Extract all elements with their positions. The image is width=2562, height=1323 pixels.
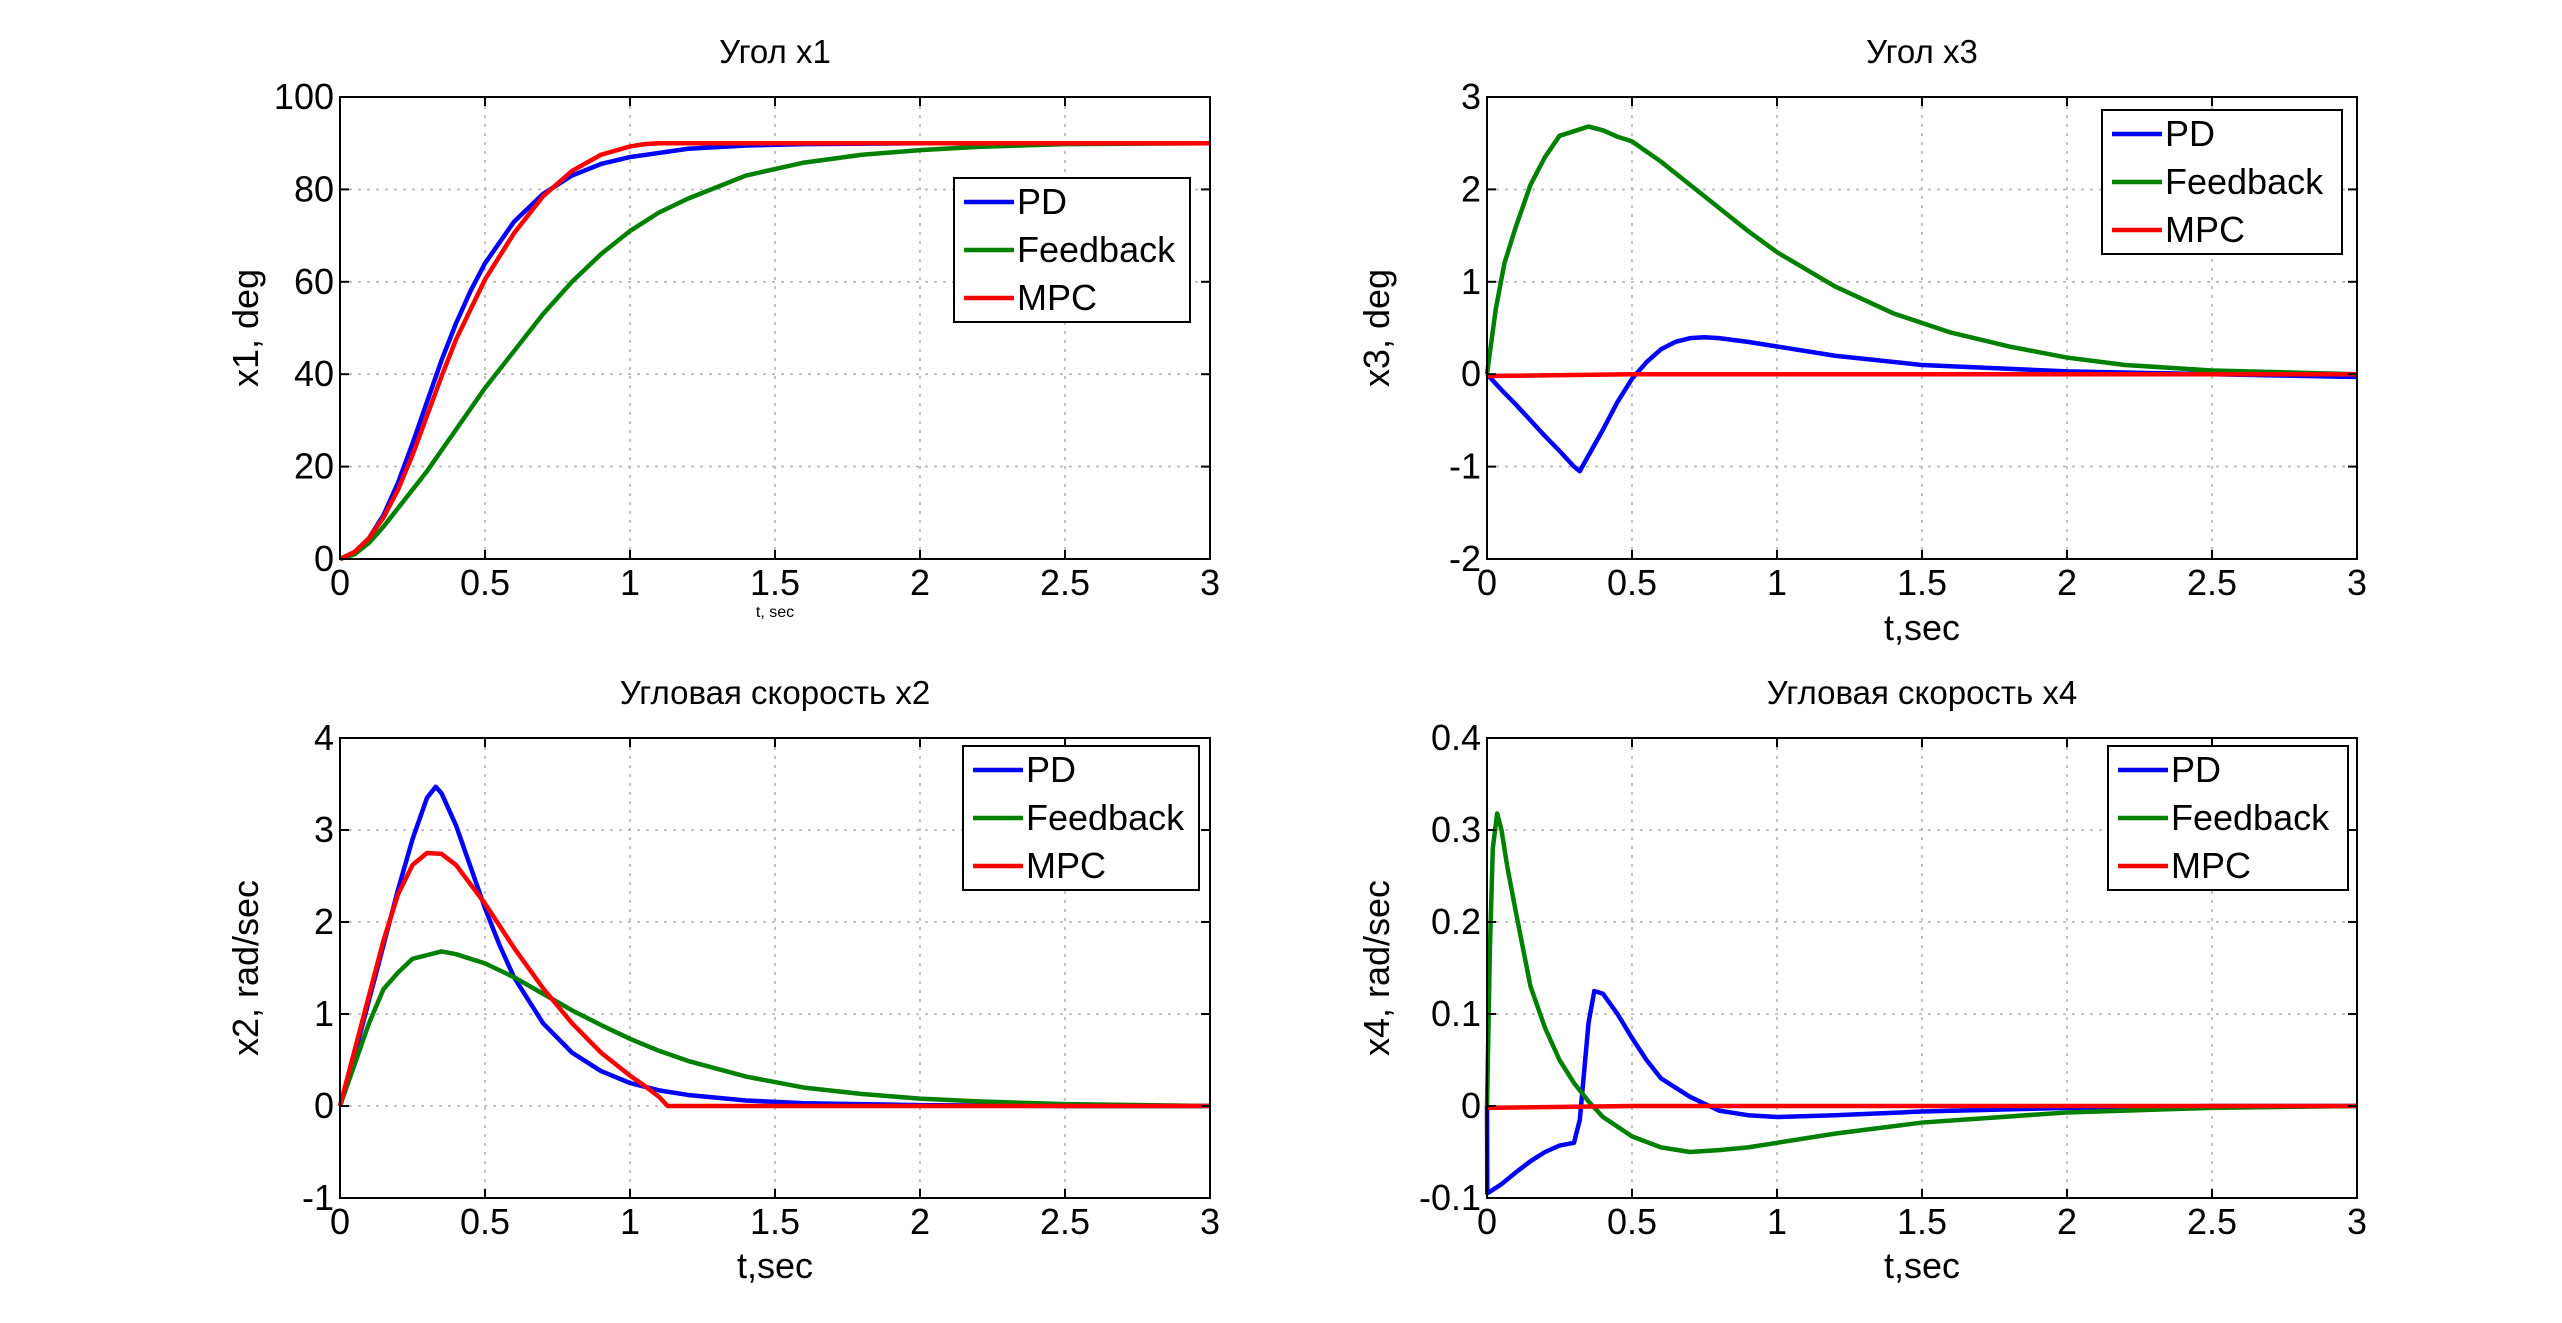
legend-label: Feedback	[1017, 229, 1176, 270]
x-tick-label: 1.5	[750, 562, 800, 603]
y-axis-label: x1, deg	[225, 269, 266, 387]
x-axis-label: t,sec	[1884, 1245, 1960, 1286]
x-tick-label: 1	[1767, 1201, 1787, 1242]
series-line-mpc	[1486, 371, 2357, 379]
y-tick-label: 0	[314, 1085, 334, 1126]
y-tick-label: 60	[294, 261, 334, 302]
x-tick-label: 0	[330, 1201, 350, 1242]
legend-label: PD	[2165, 113, 2215, 154]
x-tick-label: 3	[1200, 562, 1220, 603]
x-tick-label: 0	[1477, 562, 1497, 603]
y-tick-label: -1	[1449, 446, 1481, 487]
y-tick-label: 40	[294, 353, 334, 394]
legend-label: MPC	[2165, 209, 2245, 250]
x-axis-label: t,sec	[1884, 607, 1960, 648]
x-tick-label: 1.5	[750, 1201, 800, 1242]
y-tick-label: 2	[1461, 168, 1481, 209]
plot-area	[339, 96, 1211, 560]
y-tick-label: 1	[314, 993, 334, 1034]
series-line-mpc	[339, 140, 1210, 562]
y-tick-label: -2	[1449, 538, 1481, 579]
legend: PD Feedback MPC	[953, 177, 1191, 323]
x-tick-label: 2.5	[1040, 562, 1090, 603]
series-line-pd	[1484, 988, 2357, 1196]
legend-label: MPC	[1026, 845, 1106, 886]
y-tick-label: 0.4	[1431, 717, 1481, 758]
x-tick-label: 2	[910, 562, 930, 603]
x-axis-label: t,sec	[737, 1245, 813, 1286]
legend: PD Feedback MPC	[2107, 745, 2349, 891]
x-tick-label: 0.5	[460, 562, 510, 603]
legend: PD Feedback MPC	[2101, 109, 2343, 255]
legend-label: MPC	[2171, 845, 2251, 886]
legend-label: PD	[1017, 181, 1067, 222]
legend-label: PD	[2171, 749, 2221, 790]
x-tick-label: 0.5	[1607, 1201, 1657, 1242]
y-tick-label: 3	[314, 809, 334, 850]
x-tick-label: 2.5	[2187, 562, 2237, 603]
legend-label: Feedback	[1026, 797, 1185, 838]
x-tick-label: 2.5	[1040, 1201, 1090, 1242]
x-tick-label: 2	[2057, 562, 2077, 603]
y-tick-label: 0	[1461, 353, 1481, 394]
x-tick-label: 0	[1477, 1201, 1497, 1242]
legend-label: MPC	[1017, 277, 1097, 318]
legend: PD Feedback MPC	[962, 745, 1200, 891]
y-axis-label: x3, deg	[1356, 269, 1397, 387]
x-tick-label: 0	[330, 562, 350, 603]
legend-label: Feedback	[2165, 161, 2324, 202]
y-tick-label: 2	[314, 901, 334, 942]
y-tick-label: 0.1	[1431, 993, 1481, 1034]
x-tick-label: 1.5	[1897, 1201, 1947, 1242]
legend-label: Feedback	[2171, 797, 2330, 838]
y-tick-label: 20	[294, 446, 334, 487]
x-tick-label: 2	[2057, 1201, 2077, 1242]
series-line-mpc	[1486, 1103, 2357, 1111]
chart-title: Угол x1	[719, 33, 831, 70]
series-line-feedback	[339, 140, 1211, 562]
y-tick-label: 100	[274, 76, 334, 117]
y-tick-label: 80	[294, 168, 334, 209]
x-tick-label: 2.5	[2187, 1201, 2237, 1242]
y-tick-label: 0.3	[1431, 809, 1481, 850]
y-tick-label: 1	[1461, 261, 1481, 302]
legend-label: PD	[1026, 749, 1076, 790]
x-tick-label: 0.5	[460, 1201, 510, 1242]
x-axis-label: t, sec	[756, 604, 794, 621]
subplot-1: 0 0.5 1 1.5 2 2.5 3 0 20 40 60 80 100 Угол x1 t, sec x1…	[225, 33, 1220, 621]
subplot-2: 0 0.5 1 1.5 2 2.5 3 -2 -1 0 1 2 3 Угол x3 t,sec x3, deg…	[1356, 33, 2367, 648]
y-tick-label: 0	[314, 538, 334, 579]
x-tick-label: 3	[2347, 562, 2367, 603]
y-tick-label: -1	[302, 1177, 334, 1218]
y-axis-label: x4, rad/sec	[1356, 880, 1397, 1056]
x-tick-label: 1	[620, 1201, 640, 1242]
series-line-mpc	[337, 850, 1210, 1109]
x-tick-label: 3	[2347, 1201, 2367, 1242]
chart-title: Угловая скорость x4	[1767, 674, 2078, 711]
series-line-feedback	[1484, 811, 2358, 1155]
y-tick-label: 4	[314, 717, 334, 758]
y-tick-label: 3	[1461, 76, 1481, 117]
chart-title: Угловая скорость x2	[620, 674, 931, 711]
series-line-feedback	[337, 949, 1211, 1109]
chart-title: Угол x3	[1866, 33, 1978, 70]
x-tick-label: 1	[620, 562, 640, 603]
x-tick-label: 2	[910, 1201, 930, 1242]
x-tick-label: 0.5	[1607, 562, 1657, 603]
series-line-feedback	[1484, 124, 2358, 377]
x-tick-label: 1.5	[1897, 562, 1947, 603]
y-tick-label: -0.1	[1419, 1177, 1481, 1218]
y-tick-label: 0.2	[1431, 901, 1481, 942]
series-line-pd	[1485, 334, 2358, 474]
y-axis-label: x2, rad/sec	[225, 880, 266, 1056]
x-tick-label: 3	[1200, 1201, 1220, 1242]
y-tick-label: 0	[1461, 1085, 1481, 1126]
x-tick-label: 1	[1767, 562, 1787, 603]
